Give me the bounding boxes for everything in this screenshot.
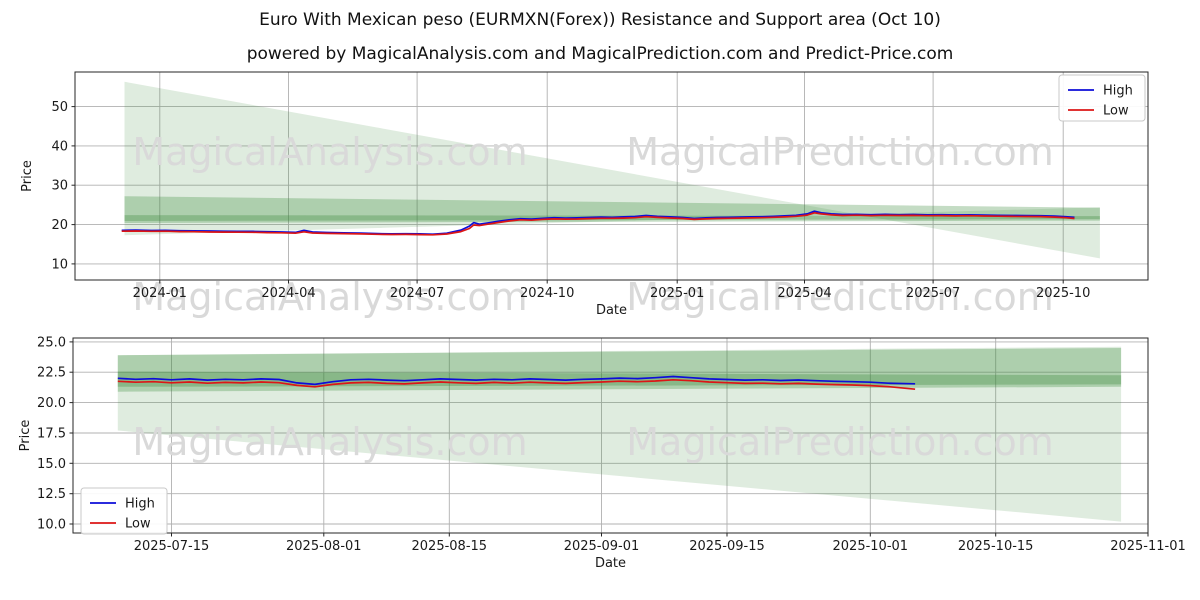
y-tick-label: 20	[51, 218, 68, 233]
axis-label-y: Price	[18, 420, 33, 452]
x-tick-label: 2025-08-15	[412, 539, 488, 554]
y-tick-label: 22.5	[37, 366, 66, 381]
x-tick-label: 2025-04	[777, 286, 831, 301]
y-tick-label: 20.0	[37, 396, 66, 411]
band-outer-resistance-support-fan	[124, 81, 1100, 259]
plot-border	[72, 337, 1149, 534]
x-tick-label: 2024-01	[133, 286, 187, 301]
x-tick-label: 2025-01	[650, 286, 704, 301]
y-tick-label: 25.0	[37, 335, 66, 350]
band-outer-resistance-support-fan	[117, 346, 1122, 522]
watermark-text: MagicalAnalysis.com	[132, 275, 527, 319]
y-tick-label: 10.0	[37, 518, 66, 533]
band-mid-resistance-support-area	[117, 348, 1122, 392]
plot-border	[74, 71, 1149, 281]
y-tick-label: 30	[51, 179, 68, 194]
x-tick-label: 2025-07-15	[134, 539, 210, 554]
chart-subtitle: powered by MagicalAnalysis.com and Magic…	[246, 44, 954, 64]
x-tick-label: 2025-08-01	[286, 539, 362, 554]
x-tick-label: 2024-07	[390, 286, 444, 301]
x-tick-label: 2025-10-15	[958, 539, 1034, 554]
y-tick-label: 12.5	[37, 487, 66, 502]
y-tick-label: 15.0	[37, 457, 66, 472]
y-tick-label: 50	[51, 100, 68, 115]
series-low-line	[117, 378, 916, 391]
series-low-line	[121, 211, 1075, 236]
x-tick-label: 2025-10	[1036, 286, 1090, 301]
axis-label-x: Date	[596, 303, 627, 318]
watermark-text: MagicalPrediction.com	[626, 130, 1054, 174]
axis-label-x: Date	[595, 556, 626, 571]
y-tick-label: 10	[51, 257, 68, 272]
band-mid-resistance-support-area	[124, 196, 1100, 223]
series-high-line	[117, 375, 916, 386]
legend-item-label: High	[1103, 84, 1133, 99]
watermark-text: MagicalAnalysis.com	[132, 130, 527, 174]
x-tick-label: 2024-04	[261, 286, 315, 301]
y-tick-label: 40	[51, 139, 68, 154]
watermark-text: MagicalPrediction.com	[626, 275, 1054, 319]
chart-title: Euro With Mexican peso (EURMXN(Forex)) R…	[259, 10, 941, 30]
x-tick-label: 2025-10-01	[833, 539, 909, 554]
watermark-text: MagicalPrediction.com	[626, 420, 1054, 464]
x-tick-label: 2025-09-15	[689, 539, 765, 554]
legend-item-label: Low	[1103, 104, 1129, 119]
x-tick-label: 2025-07	[906, 286, 960, 301]
y-tick-label: 17.5	[37, 427, 66, 442]
x-tick-label: 2025-11-01	[1110, 539, 1186, 554]
watermark-text: MagicalAnalysis.com	[132, 420, 527, 464]
legend-item-label: High	[125, 497, 155, 512]
axis-label-y: Price	[20, 160, 35, 192]
legend-item-label: Low	[125, 517, 151, 532]
x-tick-label: 2025-09-01	[564, 539, 640, 554]
x-tick-label: 2024-10	[520, 286, 574, 301]
